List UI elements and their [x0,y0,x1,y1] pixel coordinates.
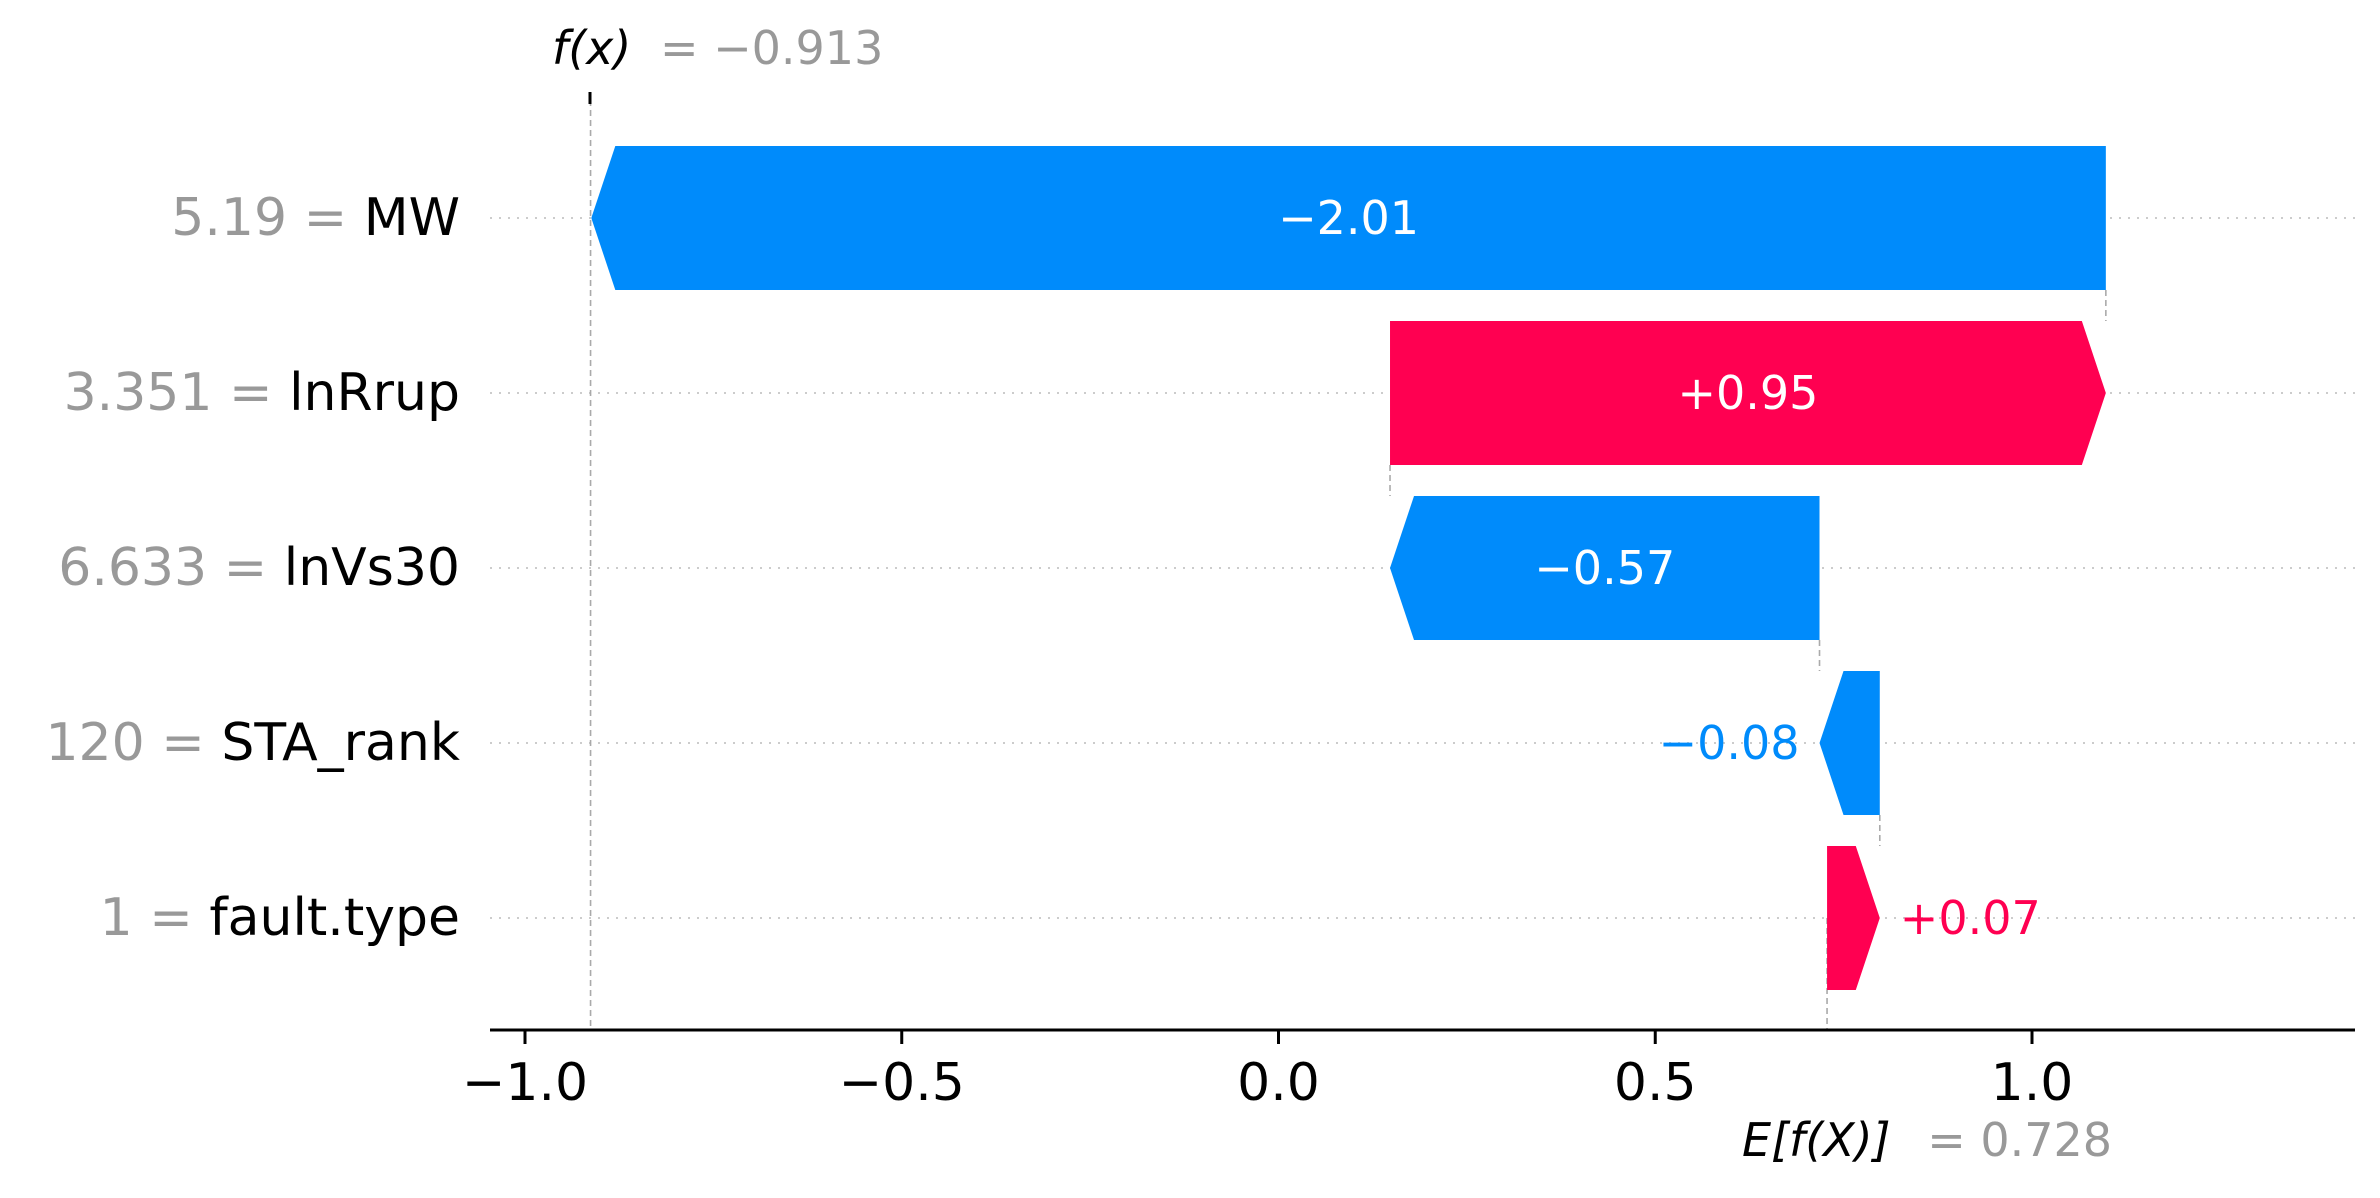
x-tick-label-3: 0.5 [1614,1053,1697,1113]
feature-label-lnVs30: 6.633 = lnVs30 [58,538,460,598]
expected-annotation: E[f(X)] = 0.728 [1742,1113,2112,1167]
bar-STA_rank [1819,671,1880,815]
equals-sign: = [212,363,289,423]
feature-value: 6.633 [58,538,207,598]
bar-lnVs30 [1390,496,1820,640]
bar-label-MW: −2.01 [1278,191,1419,245]
feature-label-MW: 5.19 = MW [171,188,460,248]
bar-label-lnVs30: −0.57 [1534,541,1675,595]
x-tick-label-2: 0.0 [1237,1053,1320,1113]
feature-name: fault.type [209,888,460,948]
feature-value: 3.351 [64,363,213,423]
equals-sign: = [287,188,364,248]
bar-lnRrup [1390,321,2106,465]
feature-name: STA_rank [221,713,460,773]
bar-MW [591,146,2106,290]
expected-label: E[f(X)] [1742,1113,1891,1167]
x-tick-label-1: −0.5 [839,1053,965,1113]
x-tick-label-0: −1.0 [462,1053,588,1113]
x-axis: −1.0 −0.5 0.0 0.5 1.0 [462,1028,2355,1113]
feature-value: 1 [100,888,133,948]
expected-value: 0.728 [1980,1113,2112,1167]
bar-fault.type [1827,846,1880,990]
equals-sign: = [145,713,222,773]
bar-label-STA_rank: −0.08 [1659,716,1800,770]
feature-label-fault.type: 1 = fault.type [100,888,460,948]
equals-sign: = [207,538,284,598]
feature-name: lnVs30 [284,538,460,598]
feature-name: MW [364,188,460,248]
output-value: −0.913 [713,21,883,75]
bar-label-fault.type: +0.07 [1900,891,2041,945]
feature-label-lnRrup: 3.351 = lnRrup [64,363,460,423]
feature-label-STA_rank: 120 = STA_rank [45,713,460,773]
contribution-bars: −2.01 +0.95 −0.57 −0.08 +0.07 [591,146,2106,990]
equals-sign: = [133,888,210,948]
feature-labels: 5.19 = MW 3.351 = lnRrup 6.633 = lnVs30 120… [45,188,460,948]
feature-value: 120 [45,713,144,773]
bar-label-lnRrup: +0.95 [1677,366,1818,420]
output-label: f(x) [552,21,631,75]
output-annotation: f(x) = −0.913 [552,21,883,75]
feature-value: 5.19 [171,188,287,248]
feature-name: lnRrup [289,363,460,423]
x-tick-label-4: 1.0 [1991,1053,2074,1113]
